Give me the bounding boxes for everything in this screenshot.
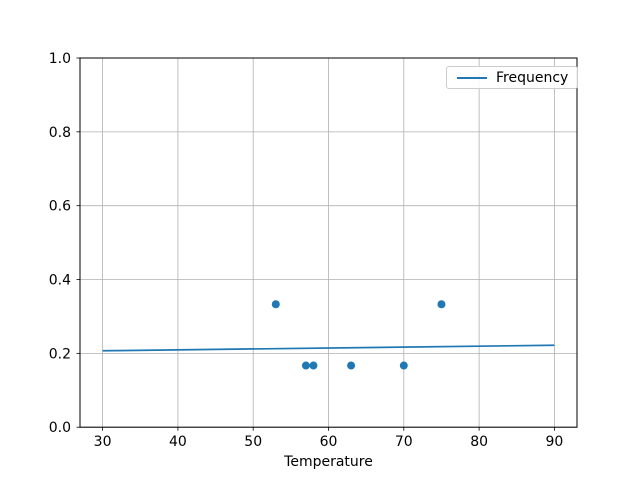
y-tick-label: 0.0 xyxy=(49,420,71,436)
scatter-point xyxy=(399,361,408,370)
scatter-point xyxy=(301,361,310,370)
x-axis-label: Temperature xyxy=(284,454,373,470)
y-tick-label: 0.8 xyxy=(49,125,71,141)
x-tick-label: 90 xyxy=(545,434,563,450)
y-tick-label: 0.2 xyxy=(49,346,71,362)
x-tick-label: 30 xyxy=(94,434,112,450)
x-tick-label: 80 xyxy=(470,434,488,450)
series-line-frequency xyxy=(102,344,555,352)
legend-line-swatch xyxy=(457,76,487,79)
y-tick-label: 0.6 xyxy=(49,199,71,215)
scatter-point xyxy=(437,300,446,309)
scatter-point xyxy=(309,361,318,370)
legend: Frequency xyxy=(446,66,579,89)
x-tick-label: 70 xyxy=(395,434,413,450)
x-tick-label: 40 xyxy=(169,434,187,450)
legend-label: Frequency xyxy=(496,69,569,86)
x-tick-label: 50 xyxy=(244,434,262,450)
y-tick-label: 0.4 xyxy=(49,273,71,289)
y-tick-label: 1.0 xyxy=(49,51,71,67)
scatter-point xyxy=(347,361,356,370)
x-tick-label: 60 xyxy=(320,434,338,450)
scatter-point xyxy=(271,300,280,309)
